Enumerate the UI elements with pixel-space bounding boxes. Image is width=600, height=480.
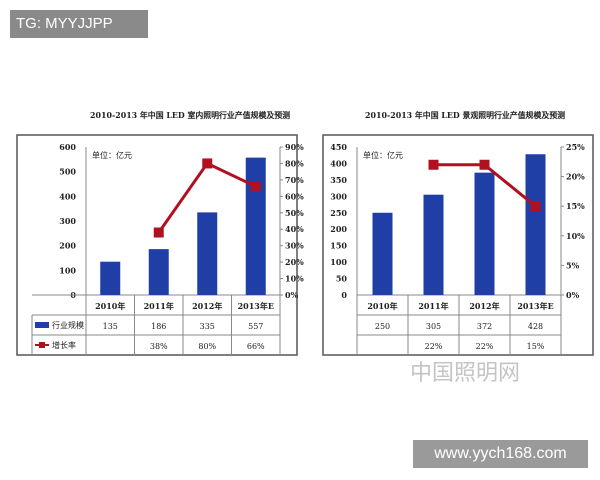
y2-tick-label: 10%	[566, 231, 585, 241]
y-tick-label: 300	[330, 191, 347, 201]
growth-marker	[202, 158, 213, 169]
y-tick-label: 150	[330, 241, 347, 251]
y-tick-label: 200	[330, 224, 347, 234]
y-tick-label: 300	[59, 216, 76, 226]
y2-tick-label: 80%	[285, 158, 304, 168]
y2-tick-label: 15%	[566, 201, 585, 211]
y2-tick-label: 40%	[285, 224, 304, 234]
bar-value-label: 186	[151, 322, 166, 331]
legend-line-label: 增长率	[52, 340, 76, 350]
y-tick-label: 100	[59, 265, 76, 275]
bar-value-label: 305	[426, 322, 441, 331]
y2-tick-label: 90%	[285, 142, 304, 152]
y2-tick-label: 70%	[285, 175, 304, 185]
y-tick-label: 200	[59, 241, 76, 251]
y2-tick-label: 60%	[285, 191, 304, 201]
unit-label: 单位：亿元	[92, 150, 132, 160]
y2-tick-label: 5%	[566, 260, 580, 270]
unit-label: 单位：亿元	[363, 150, 403, 160]
category-label: 2011年	[144, 301, 174, 311]
growth-marker	[250, 181, 261, 192]
growth-marker	[479, 159, 490, 170]
y-tick-label: 500	[59, 167, 76, 177]
category-label: 2012年	[469, 301, 499, 311]
chart-frame	[16, 134, 298, 356]
y2-tick-label: 20%	[566, 172, 585, 182]
category-label: 2010年	[95, 301, 125, 311]
bar-value-label: 335	[200, 322, 215, 331]
category-label: 2013年E	[517, 301, 553, 311]
y2-tick-label: 10%	[285, 274, 304, 284]
y2-tick-label: 30%	[285, 241, 304, 251]
y2-tick-label: 20%	[285, 257, 304, 267]
rate-value-label: 38%	[150, 342, 168, 351]
y-tick-label: 350	[330, 175, 347, 185]
y2-tick-label: 0%	[285, 290, 299, 300]
y2-tick-label: 0%	[566, 290, 580, 300]
site-watermark: www.yych168.com	[413, 440, 588, 468]
category-label: 2012年	[192, 301, 222, 311]
chart-frame	[322, 134, 594, 356]
y2-tick-label: 25%	[566, 142, 585, 152]
rate-value-label: 15%	[527, 342, 545, 351]
bar-value-label: 135	[103, 322, 118, 331]
bar-value-label: 428	[528, 322, 543, 331]
bar	[197, 212, 218, 295]
rate-value-label: 22%	[425, 342, 443, 351]
bar	[100, 261, 121, 295]
category-label: 2010年	[367, 301, 397, 311]
bar	[372, 212, 393, 295]
growth-marker	[530, 201, 541, 212]
tag-label: TG: MYYJJPP	[10, 10, 148, 38]
y-tick-label: 400	[330, 158, 347, 168]
bar	[474, 172, 495, 295]
category-label: 2013年E	[238, 301, 274, 311]
bar	[525, 154, 546, 295]
y2-tick-label: 50%	[285, 208, 304, 218]
growth-marker	[428, 159, 439, 170]
rate-value-label: 22%	[476, 342, 494, 351]
legend-bar-label: 行业规模	[52, 320, 84, 330]
category-label: 2011年	[418, 301, 448, 311]
y-tick-label: 400	[59, 191, 76, 201]
bar	[148, 249, 169, 295]
rate-value-label: 80%	[198, 342, 216, 351]
bar-value-label: 557	[248, 322, 263, 331]
bar	[245, 157, 266, 295]
legend-bar-swatch	[35, 322, 49, 328]
y-tick-label: 250	[330, 208, 347, 218]
legend-line-marker	[39, 342, 45, 348]
y-tick-label: 450	[330, 142, 347, 152]
watermark-text: 中国照明网	[410, 361, 520, 386]
rate-value-label: 66%	[247, 342, 265, 351]
bar	[423, 194, 444, 295]
growth-marker	[153, 227, 164, 238]
y-tick-label: 0	[341, 290, 347, 300]
chart-title: 2010-2013 年中国 LED 室内照明行业产值规模及预测	[90, 110, 290, 120]
chart-title: 2010-2013 年中国 LED 景观照明行业产值规模及预测	[365, 110, 565, 120]
y-tick-label: 600	[59, 142, 76, 152]
bar-value-label: 250	[375, 322, 390, 331]
y-tick-label: 50	[336, 274, 348, 284]
bar-value-label: 372	[477, 322, 492, 331]
y-tick-label: 100	[330, 257, 347, 267]
